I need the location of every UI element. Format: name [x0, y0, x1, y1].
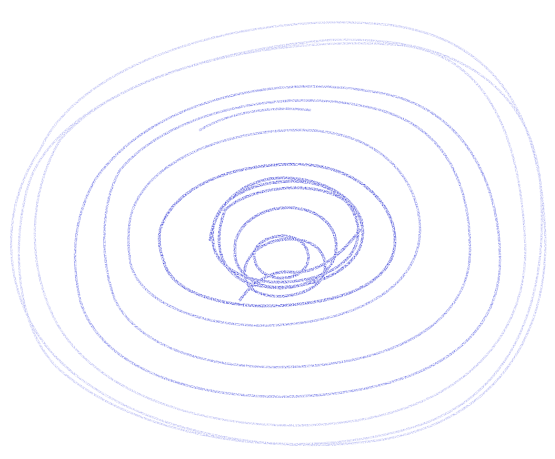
outer-loop-3: [17, 38, 543, 446]
inner-loop-5: [217, 186, 365, 289]
inner-scribble-tail: [238, 228, 362, 302]
middle-loop-3: [127, 128, 422, 327]
inner-loop-3: [233, 206, 338, 290]
middle-loop-1: [73, 85, 502, 398]
inner-loop-2: [211, 179, 360, 284]
inner-loop-6: [252, 234, 310, 280]
middle-stroke-top: [198, 107, 312, 132]
outer-loop-1: [10, 21, 547, 447]
middle-loop-2: [103, 99, 472, 369]
inner-scribble-top: [208, 176, 364, 242]
outer-loop-2: [33, 42, 527, 427]
inner-loop-1: [157, 162, 397, 308]
